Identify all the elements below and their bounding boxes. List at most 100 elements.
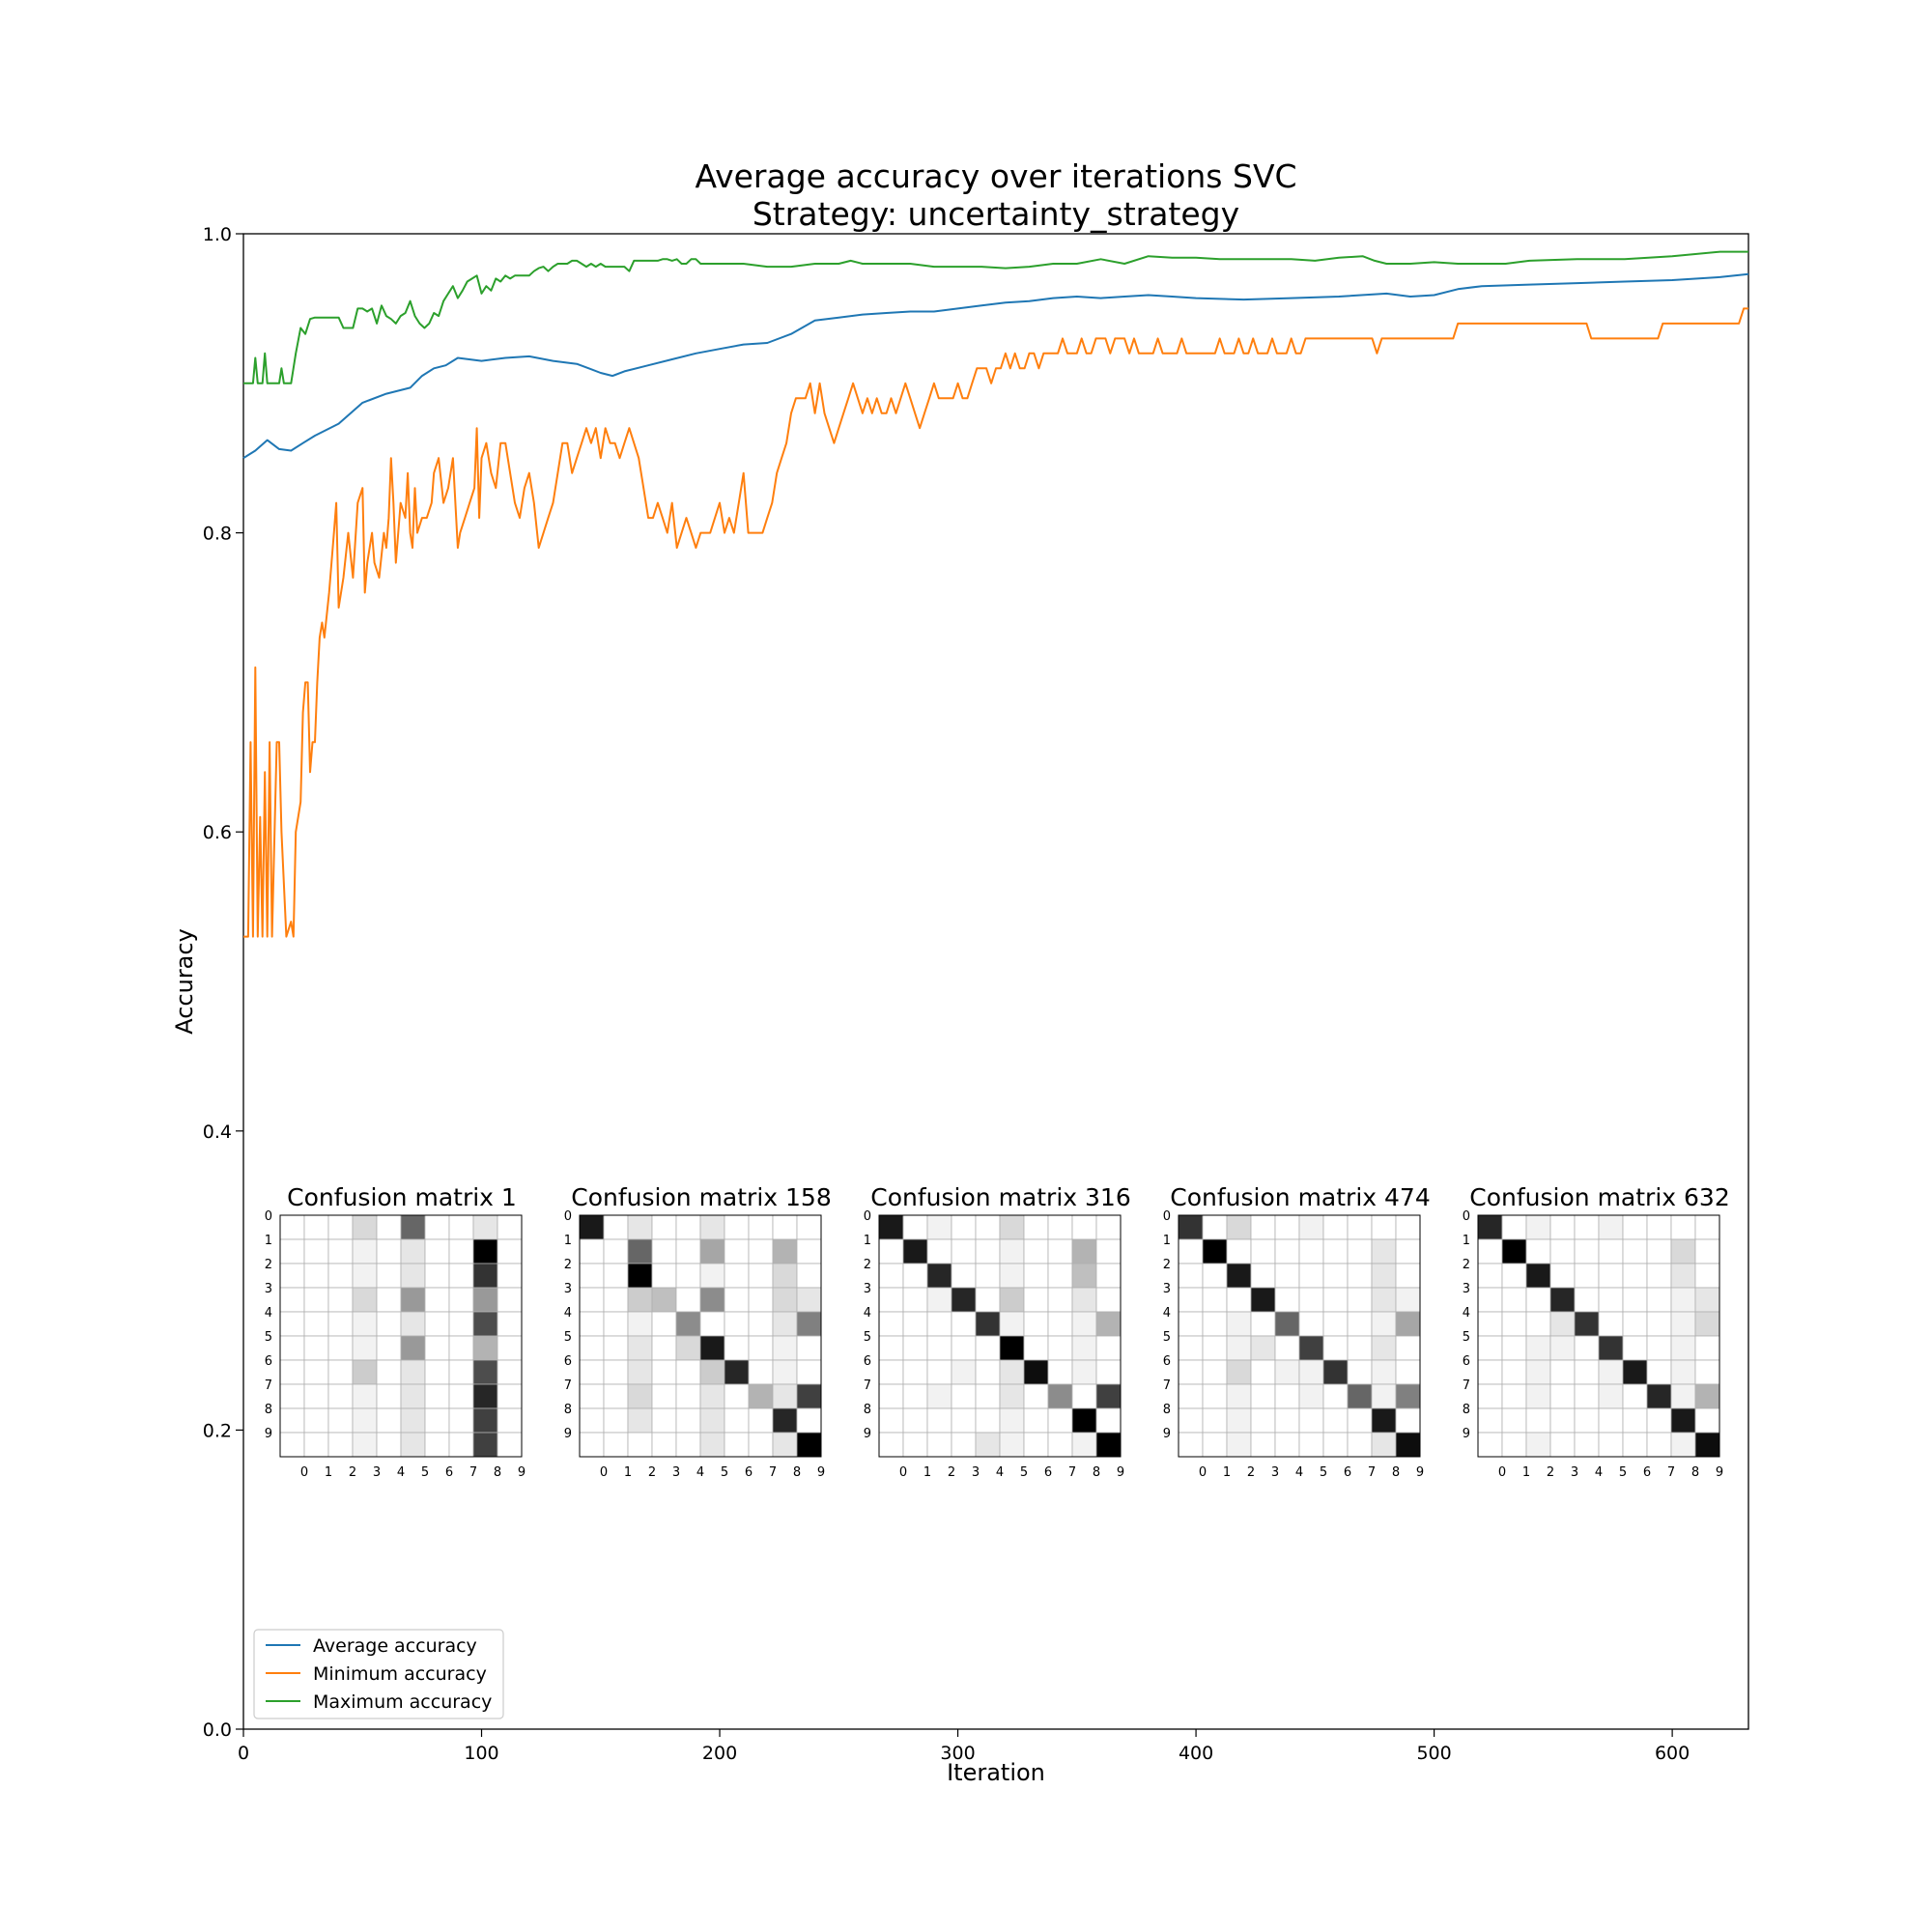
confusion-matrix-col-label: 5 bbox=[1320, 1465, 1327, 1480]
confusion-matrix-col-label: 2 bbox=[948, 1465, 955, 1480]
confusion-matrix-cell bbox=[327, 1287, 354, 1313]
confusion-matrix-cell bbox=[1347, 1359, 1373, 1385]
confusion-matrix-cell bbox=[448, 1335, 474, 1361]
confusion-matrix-cell bbox=[1047, 1214, 1073, 1240]
confusion-matrix-cell bbox=[878, 1335, 904, 1361]
confusion-matrix-1: Confusion matrix 1 0 0 1 1 2 2 3 3 4 4 5 5 6 6 7 7 8 8 9 9 bbox=[265, 1183, 526, 1480]
confusion-matrix-cell bbox=[1670, 1335, 1696, 1361]
confusion-matrix-row-label: 2 bbox=[1163, 1258, 1171, 1272]
confusion-matrix-col-label: 9 bbox=[817, 1465, 825, 1480]
confusion-matrix-cell bbox=[1598, 1238, 1624, 1264]
confusion-matrix-cell bbox=[1549, 1335, 1576, 1361]
confusion-matrix-cell bbox=[1395, 1335, 1421, 1361]
confusion-matrix-cell bbox=[1023, 1407, 1049, 1434]
confusion-matrix-col-label: 9 bbox=[1416, 1465, 1424, 1480]
confusion-matrix-cell bbox=[1250, 1311, 1276, 1337]
confusion-matrix-cell bbox=[579, 1407, 605, 1434]
confusion-matrix-cell bbox=[699, 1407, 725, 1434]
confusion-matrix-cell bbox=[926, 1359, 952, 1385]
confusion-matrix-cell bbox=[376, 1359, 402, 1385]
confusion-matrix-frame bbox=[279, 1214, 523, 1458]
confusion-matrix-cell bbox=[1646, 1335, 1672, 1361]
confusion-matrix-cell bbox=[975, 1238, 1001, 1264]
confusion-matrix-cell bbox=[651, 1335, 677, 1361]
confusion-matrix-cell bbox=[1047, 1335, 1073, 1361]
confusion-matrix-row-label: 3 bbox=[1163, 1282, 1171, 1296]
confusion-matrix-cell bbox=[1501, 1432, 1527, 1458]
confusion-matrix-cell bbox=[951, 1432, 977, 1458]
confusion-matrix-cell bbox=[748, 1287, 774, 1313]
confusion-matrix-cell bbox=[772, 1383, 798, 1409]
confusion-matrix-cell bbox=[1622, 1432, 1648, 1458]
confusion-matrix-cell bbox=[772, 1287, 798, 1313]
confusion-matrix-col-label: 6 bbox=[445, 1465, 453, 1480]
confusion-matrix-col-label: 5 bbox=[1619, 1465, 1627, 1480]
confusion-matrix-cell bbox=[1622, 1335, 1648, 1361]
confusion-matrix-row-label: 4 bbox=[864, 1306, 871, 1321]
confusion-matrix-cell bbox=[1371, 1311, 1397, 1337]
confusion-matrix-cell bbox=[699, 1287, 725, 1313]
confusion-matrix-cell bbox=[472, 1287, 498, 1313]
confusion-matrix-cell bbox=[1670, 1238, 1696, 1264]
confusion-matrix-cell bbox=[975, 1287, 1001, 1313]
confusion-matrix-cell bbox=[699, 1383, 725, 1409]
confusion-matrix-cell bbox=[579, 1335, 605, 1361]
confusion-matrix-cell bbox=[1274, 1407, 1300, 1434]
confusion-matrix-cell bbox=[1501, 1287, 1527, 1313]
confusion-matrix-cell bbox=[1646, 1238, 1672, 1264]
confusion-matrix-cell bbox=[975, 1214, 1001, 1240]
confusion-matrix-cell bbox=[448, 1359, 474, 1385]
confusion-matrix-cell bbox=[675, 1383, 701, 1409]
confusion-matrix-cell bbox=[424, 1335, 450, 1361]
confusion-matrix-cell bbox=[951, 1335, 977, 1361]
confusion-matrix-row-label: 1 bbox=[1463, 1234, 1470, 1248]
confusion-matrix-cell bbox=[603, 1407, 629, 1434]
confusion-matrix-cell bbox=[497, 1311, 523, 1337]
confusion-matrix-cell bbox=[796, 1287, 822, 1313]
confusion-matrix-cell bbox=[1371, 1407, 1397, 1434]
confusion-matrix-cell bbox=[1525, 1407, 1551, 1434]
confusion-matrix-cell bbox=[1477, 1383, 1503, 1409]
confusion-matrix-cell bbox=[796, 1407, 822, 1434]
confusion-matrix-cell bbox=[951, 1263, 977, 1289]
confusion-matrix-cell bbox=[352, 1383, 378, 1409]
confusion-matrix-cell bbox=[1549, 1383, 1576, 1409]
confusion-matrix-cell bbox=[975, 1407, 1001, 1434]
plot-area bbox=[242, 233, 1749, 1730]
confusion-matrix-cell bbox=[1694, 1214, 1720, 1240]
confusion-matrix-cell bbox=[878, 1311, 904, 1337]
confusion-matrix-row-label: 4 bbox=[564, 1306, 572, 1321]
confusion-matrix-cell bbox=[627, 1432, 653, 1458]
confusion-matrix-cell bbox=[1322, 1335, 1349, 1361]
confusion-matrix-cell bbox=[796, 1214, 822, 1240]
confusion-matrix-cell bbox=[1598, 1263, 1624, 1289]
confusion-matrix-cell bbox=[1371, 1214, 1397, 1240]
confusion-matrix-cell bbox=[748, 1335, 774, 1361]
confusion-matrix-cell bbox=[424, 1238, 450, 1264]
confusion-matrix-cell bbox=[748, 1238, 774, 1264]
confusion-matrix-cell bbox=[724, 1407, 750, 1434]
confusion-matrix-cell bbox=[951, 1214, 977, 1240]
confusion-matrix-cell bbox=[1371, 1263, 1397, 1289]
confusion-matrix-cell bbox=[472, 1383, 498, 1409]
confusion-matrix-cell bbox=[579, 1214, 605, 1240]
y-tick-label: 0.6 bbox=[203, 822, 232, 843]
confusion-matrix-cell bbox=[999, 1407, 1025, 1434]
confusion-matrix-cell bbox=[1202, 1287, 1228, 1313]
confusion-matrix-cell bbox=[699, 1359, 725, 1385]
confusion-matrix-col-label: 7 bbox=[1368, 1465, 1376, 1480]
confusion-matrix-cell bbox=[303, 1263, 329, 1289]
confusion-matrix-cell bbox=[352, 1407, 378, 1434]
confusion-matrix-title: Confusion matrix 632 bbox=[1469, 1183, 1729, 1211]
confusion-matrix-cell bbox=[327, 1335, 354, 1361]
confusion-matrix-cell bbox=[1477, 1407, 1503, 1434]
confusion-matrix-cell bbox=[1371, 1335, 1397, 1361]
confusion-matrix-cell bbox=[1095, 1335, 1122, 1361]
confusion-matrix-cell bbox=[424, 1287, 450, 1313]
confusion-matrix-cell bbox=[1477, 1263, 1503, 1289]
confusion-matrix-cell bbox=[999, 1432, 1025, 1458]
x-tick-label: 100 bbox=[464, 1743, 498, 1764]
confusion-matrix-cell bbox=[579, 1238, 605, 1264]
confusion-matrix-cell bbox=[1371, 1432, 1397, 1458]
